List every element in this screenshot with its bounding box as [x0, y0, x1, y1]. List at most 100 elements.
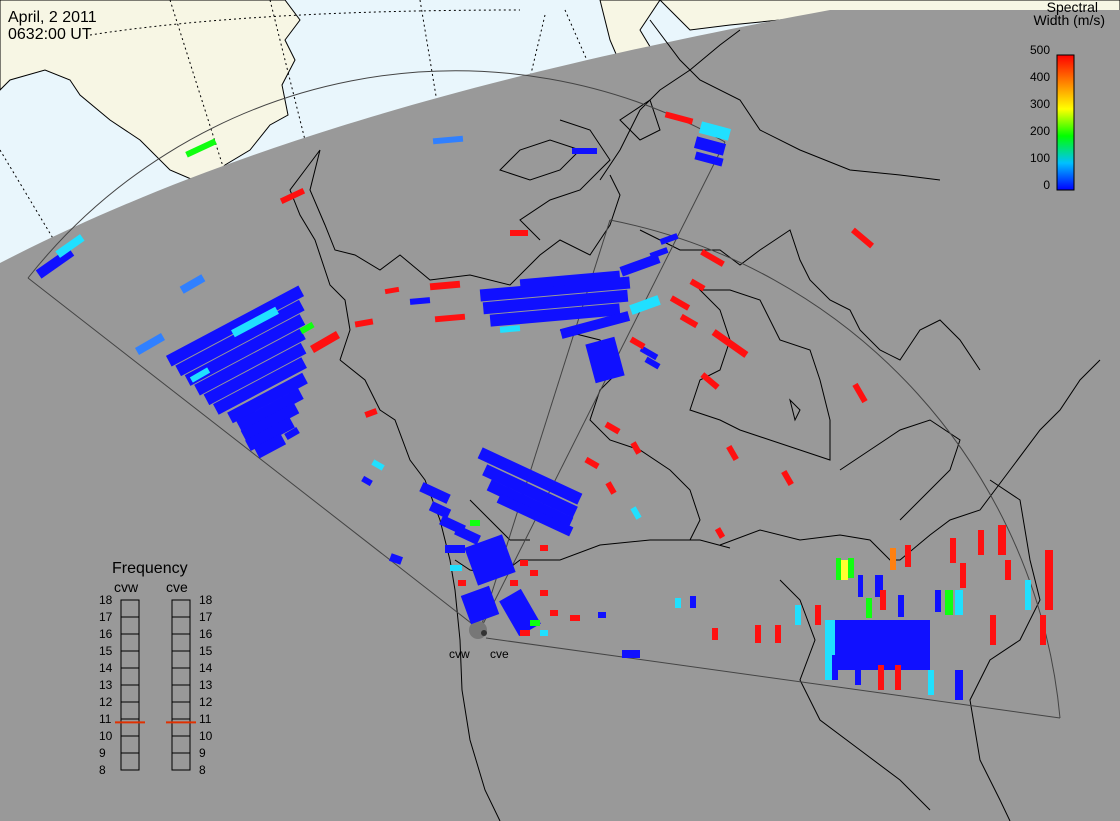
- echo-cell: [1005, 560, 1011, 580]
- echo-cell: [619, 253, 661, 277]
- echo-cell: [458, 580, 466, 586]
- echo-cell: [795, 605, 801, 625]
- frequency-level-label: 16: [199, 627, 213, 641]
- echo-cell: [664, 111, 694, 125]
- map-time: 0632:00 UT: [8, 26, 92, 43]
- echo-cell: [679, 313, 699, 329]
- frequency-level-label: 17: [99, 610, 113, 624]
- echo-cell: [185, 138, 217, 158]
- echo-cell: [858, 575, 863, 597]
- echo-cell: [371, 459, 385, 471]
- frequency-level-label: 12: [99, 695, 113, 709]
- echo-cell: [496, 493, 574, 537]
- echo-cell: [434, 313, 466, 323]
- echo-cell: [559, 311, 631, 339]
- echo-cell: [598, 612, 606, 618]
- echo-cell: [419, 482, 451, 504]
- cvw-site-label: cvw: [449, 647, 470, 661]
- frequency-level-label: 11: [99, 712, 112, 726]
- echo-cell: [464, 534, 516, 586]
- echo-cell: [499, 325, 521, 333]
- echo-cell: [700, 372, 720, 390]
- echo-cell: [584, 456, 600, 470]
- map-date: April, 2 2011: [8, 9, 97, 26]
- echo-cell: [815, 605, 821, 625]
- echo-cell: [310, 331, 340, 353]
- echo-cell: [253, 433, 287, 459]
- echo-cell: [454, 525, 481, 545]
- echo-cell: [852, 382, 868, 404]
- echo-cell: [245, 416, 295, 452]
- cve-site-label: cve: [490, 647, 509, 661]
- echo-cell: [570, 615, 580, 621]
- echo-cell: [950, 538, 956, 563]
- echo-cell: [700, 249, 725, 267]
- echo-cell: [279, 187, 306, 205]
- echo-cell: [1040, 615, 1046, 645]
- echo-cell: [912, 620, 918, 645]
- echo-cell: [236, 388, 304, 432]
- echo-cell: [698, 121, 732, 141]
- echo-cell: [510, 230, 528, 236]
- echo-cell: [520, 560, 528, 566]
- coastlines: [289, 19, 1101, 821]
- echo-cell: [622, 650, 640, 658]
- frequency-label-cve: cve: [166, 579, 188, 595]
- frequency-level-label: 10: [199, 729, 213, 743]
- echo-cell: [690, 596, 696, 608]
- colorbar-tick-200: 200: [1029, 124, 1050, 138]
- echo-cell: [644, 356, 661, 370]
- echo-cell: [489, 303, 621, 327]
- frequency-level-label: 15: [99, 644, 113, 658]
- frequency-level-label: 10: [99, 729, 113, 743]
- echo-cell: [629, 336, 646, 350]
- echo-cell: [998, 525, 1006, 555]
- echo-cell: [445, 545, 465, 553]
- frequency-level-label: 13: [199, 678, 213, 692]
- echo-cell: [945, 590, 953, 615]
- echo-cell: [848, 558, 854, 578]
- echo-cell: [726, 445, 739, 461]
- echo-cell: [135, 333, 165, 355]
- echo-cell: [694, 151, 724, 167]
- echo-cell: [630, 441, 642, 455]
- echo-cell: [890, 548, 896, 570]
- echo-cell: [990, 615, 996, 645]
- echo-cell: [184, 314, 306, 386]
- echo-cell: [711, 329, 749, 358]
- echo-cell: [450, 565, 462, 571]
- echo-cell: [895, 665, 901, 690]
- echo-cell: [460, 585, 500, 625]
- echo-cell: [35, 247, 75, 279]
- echo-cell: [530, 570, 538, 576]
- echo-cell: [240, 402, 300, 442]
- echo-cell: [649, 247, 669, 259]
- echo-cell: [836, 558, 841, 580]
- radar-site-markers: [469, 621, 487, 639]
- echo-cell: [284, 426, 300, 441]
- echo-cell: [775, 625, 781, 643]
- echo-cell: [213, 357, 307, 415]
- echo-cell: [689, 278, 706, 292]
- echo-cell: [825, 620, 835, 680]
- colorbar-title-line1: Spectral: [1046, 0, 1098, 15]
- echo-cell: [194, 328, 306, 396]
- echo-cell: [1025, 580, 1031, 610]
- backscatter-echoes: [35, 111, 1053, 700]
- echo-cell: [227, 372, 308, 424]
- echo-cell: [519, 270, 621, 290]
- echo-cell: [477, 447, 583, 505]
- echo-cell: [179, 274, 206, 294]
- echo-cell: [855, 665, 861, 685]
- echo-cell: [384, 286, 400, 295]
- echo-cell: [572, 148, 597, 154]
- echo-cell: [530, 620, 540, 626]
- echo-cell: [840, 640, 900, 665]
- echo-cell: [955, 670, 963, 700]
- echo-cell: [755, 625, 761, 643]
- echo-cell: [604, 421, 621, 435]
- echo-cell: [429, 280, 461, 291]
- frequency-level-label: 11: [199, 712, 212, 726]
- echo-cell: [898, 595, 904, 617]
- echo-cell: [482, 464, 578, 518]
